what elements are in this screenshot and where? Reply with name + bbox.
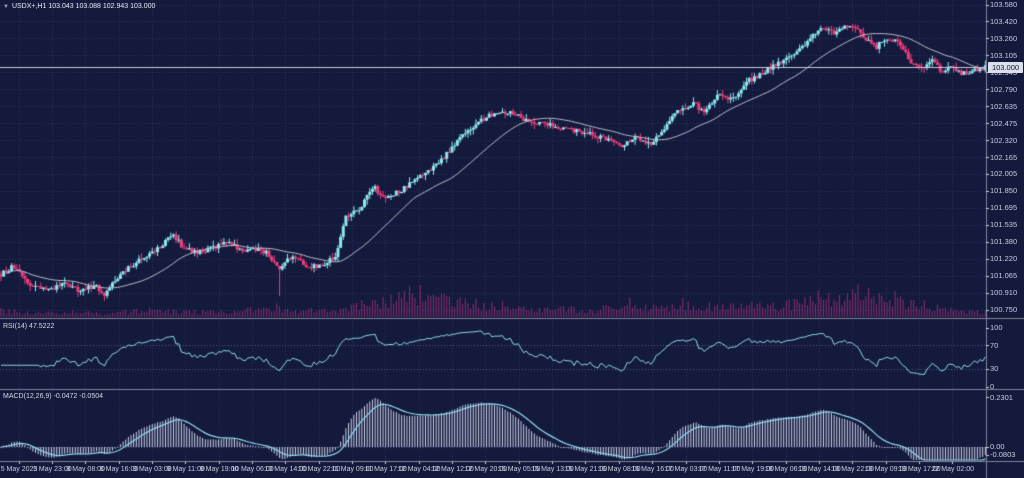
current-price-tag: 103.000: [988, 62, 1023, 73]
time-tick-label: 9 May 11:00: [166, 466, 205, 473]
time-tick-label: 17 May 19:00: [731, 466, 774, 473]
time-tick-label: 8 May 16:00: [99, 466, 139, 473]
time-tick-label: 15 May 13:00: [531, 466, 574, 473]
time-tick-label: 22 May 02:00: [931, 466, 974, 473]
time-tick-label: 9 May 03:00: [133, 466, 172, 473]
price-tick-label: 101.220: [990, 254, 1018, 263]
time-tick-label: 11 May 09:00: [331, 466, 374, 473]
price-tick-label: 101.850: [990, 186, 1018, 195]
time-tick-label: 17 May 03:00: [664, 466, 708, 473]
macd-tick-label: 0.2301: [990, 393, 1013, 402]
time-tick-label: 8 May 08:00: [66, 466, 105, 473]
time-tick-label: 19 May 17:00: [898, 466, 941, 473]
time-tick-label: 9 May 19:00: [199, 466, 239, 473]
rsi-tick-label: 30: [990, 364, 999, 373]
time-tick-label: 11 May 17:00: [364, 466, 407, 473]
price-tick-label: 100.910: [990, 288, 1018, 297]
time-tick-label: 10 May 06:00: [231, 466, 274, 473]
time-axis[interactable]: 5 May 2023 5 May 23:00 8 May 08:00 8 May 16…: [0, 462, 1024, 478]
time-tick-label: 18 May 06:00: [764, 466, 808, 473]
chart-symbol-period: USDX+,H1: [11, 3, 47, 10]
time-tick-label: 15 May 05:00: [498, 466, 541, 473]
price-axis[interactable]: 103.580103.420103.260103.105102.945102.7…: [987, 0, 1024, 478]
macd-tick-label: -0.0803: [990, 450, 1016, 459]
price-tick-label: 101.380: [990, 237, 1018, 246]
price-tick-label: 102.165: [990, 153, 1018, 162]
chart-title: ▼ USDX+,H1 103.043 103.088 102.943 103.00…: [3, 2, 155, 12]
price-tick-label: 103.420: [990, 17, 1018, 26]
rsi-tick-label: 100: [990, 323, 1003, 332]
time-tick-label: 17 May 11:00: [698, 466, 741, 473]
rsi-label: RSI(14) 47.5222: [3, 323, 55, 330]
macd-label: MACD(12,26,9) -0.0472 -0.0504: [3, 393, 103, 400]
time-tick-label: 10 May 14:00: [264, 466, 307, 473]
time-tick-label: 12 May 04:00: [397, 466, 441, 473]
time-tick-label: 16 May 08:00: [598, 466, 641, 473]
price-tick-label: 102.005: [990, 169, 1018, 178]
time-tick-label: 18 May 22:00: [831, 466, 874, 473]
price-tick-label: 101.695: [990, 203, 1018, 212]
time-tick-label: 5 May 23:00: [33, 466, 72, 473]
time-tick-label: 5 May 2023: [0, 466, 38, 473]
time-tick-label: 18 May 14:00: [798, 466, 841, 473]
price-tick-label: 101.065: [990, 271, 1018, 280]
time-tick-label: 19 May 09:00: [864, 466, 908, 473]
time-tick-label: 15 May 21:00: [564, 466, 608, 473]
time-tick-label: 12 May 20:00: [464, 466, 508, 473]
price-tick-label: 101.535: [990, 220, 1018, 229]
price-tick-label: 102.635: [990, 102, 1018, 111]
time-tick-label: 12 May 12:00: [431, 466, 474, 473]
time-tick-label: 16 May 16:00: [631, 466, 674, 473]
price-tick-label: 102.475: [990, 119, 1018, 128]
rsi-tick-label: 70: [990, 341, 999, 350]
chart-ohlc-values: 103.043 103.088 102.943 103.000: [48, 3, 156, 10]
price-tick-label: 103.105: [990, 51, 1018, 60]
price-tick-label: 103.580: [990, 0, 1018, 9]
collapse-triangle-icon[interactable]: ▼: [3, 4, 9, 10]
price-tick-label: 103.260: [990, 34, 1018, 43]
rsi-tick-label: 0: [990, 382, 995, 391]
macd-tick-label: 0.00: [990, 442, 1005, 451]
price-tick-label: 100.750: [990, 305, 1018, 314]
time-tick-label: 10 May 22:00: [297, 466, 341, 473]
price-tick-label: 102.320: [990, 136, 1018, 145]
price-tick-label: 102.790: [990, 85, 1018, 94]
